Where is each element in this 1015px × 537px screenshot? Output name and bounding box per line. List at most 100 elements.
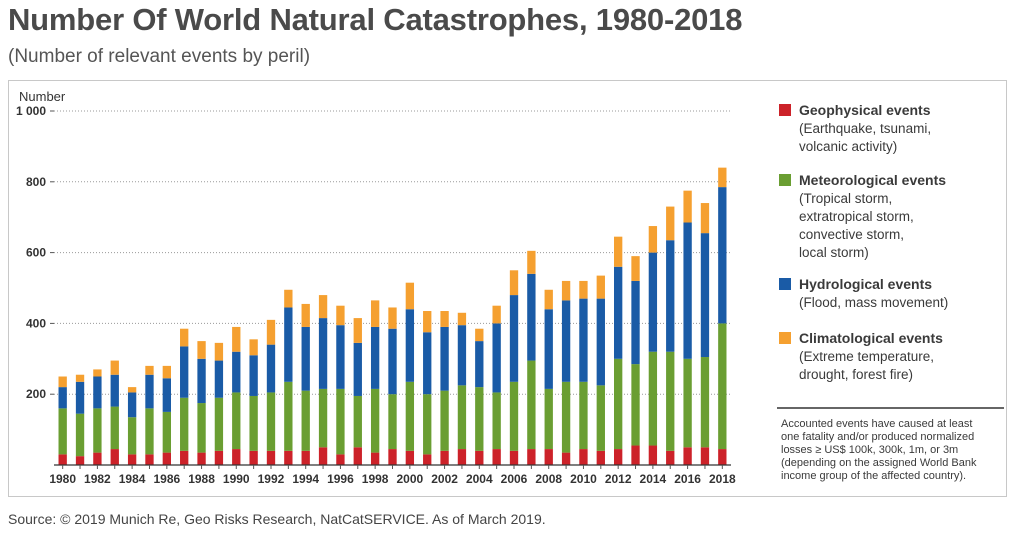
bar-climatological-2004: [475, 328, 484, 342]
bar-geophysical-1999: [388, 449, 397, 465]
x-tick-label: 2016: [674, 472, 701, 486]
chart-subtitle: (Number of relevant events by peril): [8, 46, 311, 67]
source-note: Source: © 2019 Munich Re, Geo Risks Rese…: [8, 511, 546, 527]
bar-hydrological-1993: [284, 307, 293, 382]
bar-climatological-2007: [527, 250, 536, 274]
bar-hydrological-2005: [492, 323, 501, 393]
y-tick-label: 800: [26, 175, 46, 189]
bar-geophysical-2010: [579, 449, 588, 465]
bar-climatological-1996: [336, 305, 345, 326]
bar-climatological-1999: [388, 307, 397, 329]
bar-meteorological-1989: [214, 397, 224, 451]
bar-climatological-1997: [353, 318, 362, 343]
bar-meteorological-1997: [353, 395, 362, 448]
legend-title: Meteorological events: [799, 172, 946, 188]
bar-climatological-2014: [648, 226, 658, 253]
bar-climatological-1981: [75, 374, 85, 382]
axes: [54, 464, 731, 469]
x-tick-label: 1994: [292, 472, 319, 486]
bar-geophysical-1993: [284, 450, 293, 465]
bar-hydrological-1992: [266, 344, 276, 393]
bar-climatological-2013: [631, 256, 640, 281]
bar-geophysical-2012: [614, 449, 623, 465]
x-tick-label: 2010: [570, 472, 597, 486]
bar-meteorological-2006: [509, 381, 519, 451]
bar-climatological-1991: [249, 339, 258, 356]
bar-hydrological-2002: [440, 326, 449, 391]
bar-meteorological-2014: [648, 351, 658, 446]
bar-geophysical-1984: [127, 454, 137, 465]
bar-meteorological-1980: [58, 408, 67, 455]
bar-hydrological-2004: [475, 341, 484, 388]
x-tick-label: 2002: [431, 472, 458, 486]
bar-hydrological-1994: [301, 326, 310, 391]
bar-meteorological-2000: [405, 381, 415, 451]
bar-climatological-2015: [666, 206, 675, 241]
bar-hydrological-2010: [579, 298, 588, 382]
bar-geophysical-1989: [214, 450, 224, 465]
x-tick-label: 2018: [709, 472, 736, 486]
footnote-line: (depending on the assigned World Bank: [781, 457, 977, 469]
legend-description: volcanic activity): [799, 139, 897, 154]
bar-meteorological-2003: [457, 385, 467, 450]
bar-meteorological-1992: [266, 392, 276, 451]
bar-meteorological-2005: [492, 392, 501, 450]
bar-geophysical-2000: [405, 450, 415, 465]
chart-title: Number Of World Natural Catastrophes, 19…: [8, 2, 743, 37]
bar-meteorological-1982: [93, 408, 102, 453]
bar-meteorological-1981: [75, 413, 85, 457]
bar-meteorological-1987: [180, 397, 189, 451]
bar-meteorological-2009: [561, 381, 571, 453]
bar-hydrological-2011: [596, 298, 605, 386]
bar-geophysical-1983: [110, 449, 119, 465]
legend-description: local storm): [799, 245, 869, 260]
legend-description: extratropical storm,: [799, 209, 914, 224]
bars: [58, 167, 727, 465]
x-tick-label: 1992: [258, 472, 285, 486]
bar-geophysical-2008: [544, 449, 553, 465]
bar-geophysical-2011: [596, 450, 605, 465]
bar-meteorological-2012: [614, 358, 623, 450]
bar-climatological-2002: [440, 311, 449, 327]
bar-geophysical-2007: [527, 449, 536, 465]
bar-hydrological-2006: [509, 295, 519, 382]
bar-geophysical-2004: [475, 450, 484, 465]
x-tick-label: 2004: [466, 472, 493, 486]
bar-hydrological-2007: [527, 273, 536, 361]
y-tick-label: 400: [26, 316, 46, 330]
bar-hydrological-2008: [544, 309, 553, 389]
bar-climatological-1983: [110, 360, 119, 375]
legend-description: convective storm,: [799, 227, 904, 242]
bar-climatological-1988: [197, 341, 206, 359]
legend-description: drought, forest fire): [799, 367, 913, 382]
x-tick-label: 2014: [640, 472, 667, 486]
bar-meteorological-1991: [249, 395, 258, 451]
legend-title: Climatological events: [799, 330, 943, 346]
chart-frame: Number 200 400 600 800 1 000 1980 1982 1984 198…: [8, 80, 1007, 497]
x-tick-label: 1988: [188, 472, 215, 486]
bar-hydrological-2015: [666, 240, 675, 352]
x-tick-label: 1998: [362, 472, 389, 486]
bar-climatological-1982: [93, 369, 102, 377]
legend-swatch: [779, 332, 791, 344]
footnote-line: losses ≥ US$ 100k, 300k, 1m, or 3m: [781, 444, 958, 456]
bar-meteorological-2015: [666, 351, 675, 451]
bar-hydrological-2018: [718, 187, 727, 324]
bar-hydrological-1980: [58, 387, 67, 409]
bar-geophysical-1988: [197, 452, 206, 465]
bar-geophysical-1996: [336, 454, 345, 465]
bar-hydrological-1985: [145, 374, 154, 409]
bar-hydrological-2012: [614, 266, 623, 359]
x-tick-label: 1990: [223, 472, 250, 486]
bar-hydrological-1981: [75, 381, 85, 414]
bar-geophysical-2017: [700, 447, 710, 465]
legend-swatch: [779, 278, 791, 290]
bar-climatological-1984: [127, 387, 137, 393]
bar-climatological-1990: [232, 326, 241, 352]
bar-hydrological-1998: [370, 326, 380, 389]
bar-meteorological-1994: [301, 390, 310, 451]
bar-meteorological-1995: [318, 388, 328, 448]
y-tick-label: 200: [26, 387, 46, 401]
bar-meteorological-2016: [683, 358, 692, 448]
